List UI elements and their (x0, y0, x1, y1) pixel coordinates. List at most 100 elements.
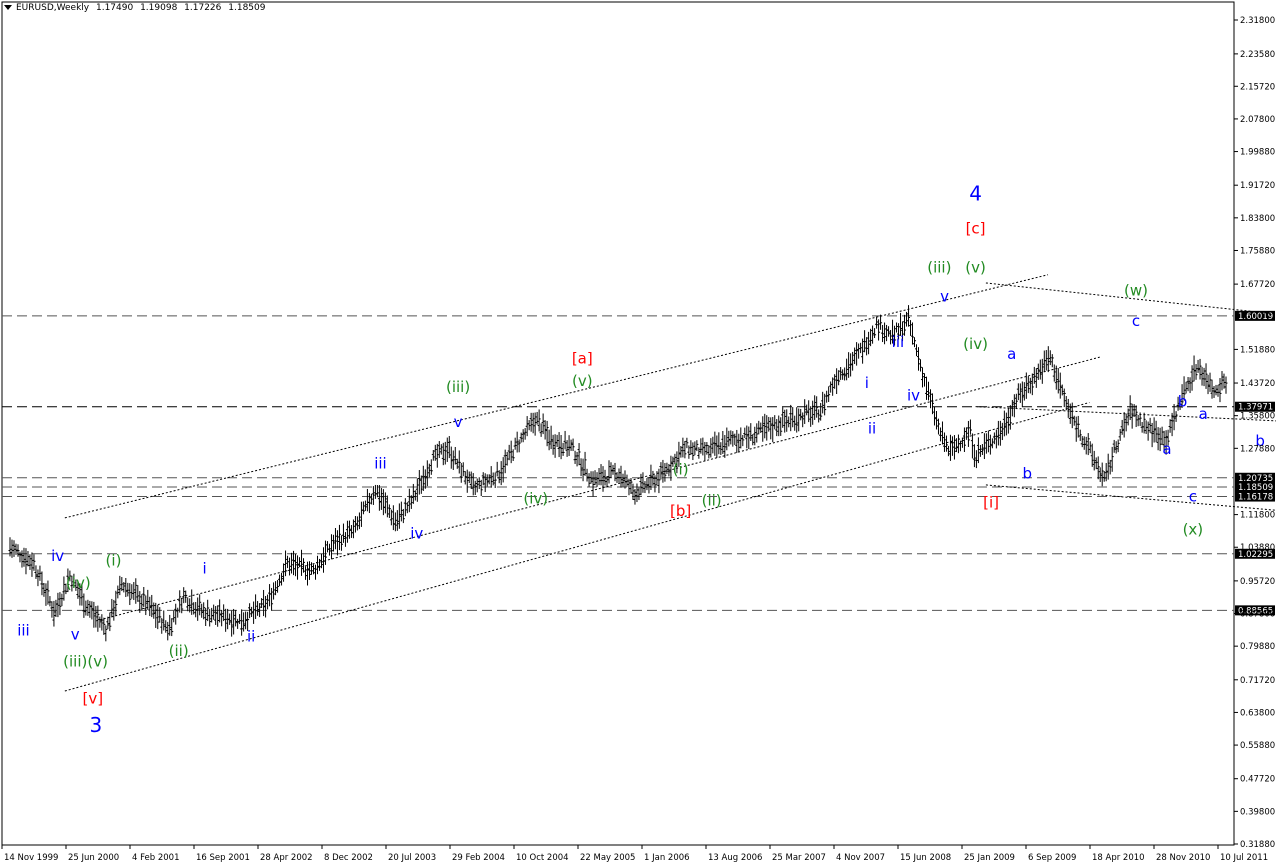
price-level-box (1235, 481, 1275, 492)
x-tick-label: 25 Jan 2009 (964, 853, 1015, 863)
wave-label: (iv) (66, 574, 91, 592)
wave-label: (i) (673, 461, 689, 479)
price-level-label: 1.60019 (1238, 312, 1273, 322)
wave-label: (iii) (927, 259, 951, 277)
x-tick-label: 18 Apr 2010 (1092, 853, 1145, 863)
y-tick-label: 0.47720 (1240, 775, 1275, 785)
y-tick-label: 0.55880 (1240, 741, 1275, 751)
y-tick-label: 0.63800 (1240, 708, 1275, 718)
y-tick-label: 2.23580 (1240, 50, 1275, 60)
wave-label: i (865, 374, 869, 392)
x-tick-label: 25 Jun 2000 (68, 853, 119, 863)
y-tick-label: 1.43720 (1240, 379, 1275, 389)
wave-label: iv (907, 386, 920, 404)
x-tick-label: 29 Feb 2004 (452, 853, 505, 863)
y-tick-label: 2.31800 (1240, 16, 1275, 26)
x-tick-label: 4 Nov 2007 (836, 853, 885, 863)
wave-label: (i) (106, 551, 122, 569)
price-level-box (1235, 472, 1275, 483)
price-level-label: 1.16178 (1238, 493, 1273, 503)
price-level-box (1235, 401, 1275, 412)
wave-label: (w) (1124, 281, 1148, 299)
y-tick-label: 1.51880 (1240, 345, 1275, 355)
wave-label: iii (892, 333, 905, 351)
y-tick-label: 1.99880 (1240, 148, 1275, 158)
y-tick-label: 0.31880 (1240, 840, 1275, 850)
wave-label: [c] (966, 220, 986, 238)
wave-label: ii (247, 628, 255, 646)
plot-frame (1, 1, 1235, 846)
wave-label: (iii) (446, 378, 470, 396)
x-tick-label: 1 Jan 2006 (644, 853, 690, 863)
symbol-label: EURUSD,Weekly (16, 3, 90, 13)
trend-line (64, 274, 1049, 519)
wave-label: (iv) (523, 489, 548, 507)
y-tick-label: 1.67720 (1240, 280, 1275, 290)
trend-line (985, 282, 1276, 315)
trend-line (95, 356, 1100, 622)
x-tick-label: 28 Nov 2010 (1156, 853, 1210, 863)
x-tick-label: 14 Nov 1999 (4, 853, 58, 863)
y-tick-label: 0.71720 (1240, 676, 1275, 686)
wave-label: [a] (572, 349, 593, 367)
chevron-down-icon[interactable] (4, 5, 12, 10)
high-value: 1.19098 (140, 3, 178, 13)
x-tick-label: 22 May 2005 (580, 853, 635, 863)
close-value: 1.18509 (228, 3, 266, 13)
y-tick-label: 0.95720 (1240, 577, 1275, 587)
x-tick-label: 10 Oct 2004 (516, 853, 569, 863)
wave-label: i (202, 560, 206, 578)
x-tick-label: 25 Mar 2007 (772, 853, 826, 863)
wave-label: iii (374, 454, 387, 472)
wave-label: a (1007, 345, 1016, 363)
trend-line (64, 402, 1090, 692)
price-level-label: 0.88565 (1238, 606, 1273, 616)
wave-label: [b] (670, 502, 691, 520)
price-level-box (1235, 548, 1275, 559)
wave-label: (v) (965, 259, 986, 277)
x-tick-label: 16 Sep 2001 (196, 853, 250, 863)
x-tick-label: 6 Sep 2009 (1028, 853, 1076, 863)
y-tick-label: 1.91720 (1240, 181, 1275, 191)
wave-label: v (454, 413, 463, 431)
x-tick-label: 4 Feb 2001 (132, 853, 180, 863)
wave-label: v (71, 625, 80, 643)
wave-label: a (1199, 405, 1208, 423)
y-tick-label: 1.27880 (1240, 444, 1275, 454)
wave-label: v (940, 288, 949, 306)
price-level-box (1235, 491, 1275, 502)
wave-label: iii (17, 621, 30, 639)
price-level-box (1235, 310, 1275, 321)
wave-label: iv (51, 547, 64, 565)
wave-label: (iii)(v) (63, 652, 108, 670)
trend-line (975, 406, 1276, 422)
wave-label: b (1178, 393, 1188, 411)
wave-label: [i] (983, 494, 999, 512)
y-tick-label: 1.35800 (1240, 412, 1275, 422)
x-tick-label: 13 Aug 2006 (708, 853, 762, 863)
trend-line (985, 484, 1276, 511)
y-tick-label: 0.79880 (1240, 642, 1275, 652)
x-tick-label: 10 Jul 2011 (1220, 853, 1268, 863)
price-level-label: 1.18509 (1238, 483, 1273, 493)
y-tick-label: 1.75880 (1240, 246, 1275, 256)
wave-label: (ii) (169, 642, 189, 660)
wave-label: (x) (1183, 520, 1204, 538)
y-tick-label: 1.83800 (1240, 214, 1275, 224)
wave-label: 4 (969, 182, 982, 206)
y-tick-label: 0.87800 (1240, 610, 1275, 620)
x-tick-label: 15 Jun 2008 (900, 853, 951, 863)
low-value: 1.17226 (184, 3, 222, 13)
wave-label: (ii) (702, 492, 722, 510)
wave-label: c (1189, 487, 1197, 505)
x-tick-label: 20 Jul 2003 (388, 853, 436, 863)
wave-label: (iv) (963, 335, 988, 353)
y-tick-label: 2.15720 (1240, 82, 1275, 92)
wave-label: [v] (82, 689, 103, 707)
x-tick-label: 28 Apr 2002 (260, 853, 313, 863)
price-level-label: 1.20735 (1238, 474, 1273, 484)
y-tick-label: 0.39800 (1240, 807, 1275, 817)
chart-header: EURUSD,Weekly 1.17490 1.19098 1.17226 1.… (4, 3, 269, 13)
x-tick-label: 8 Dec 2002 (324, 853, 373, 863)
